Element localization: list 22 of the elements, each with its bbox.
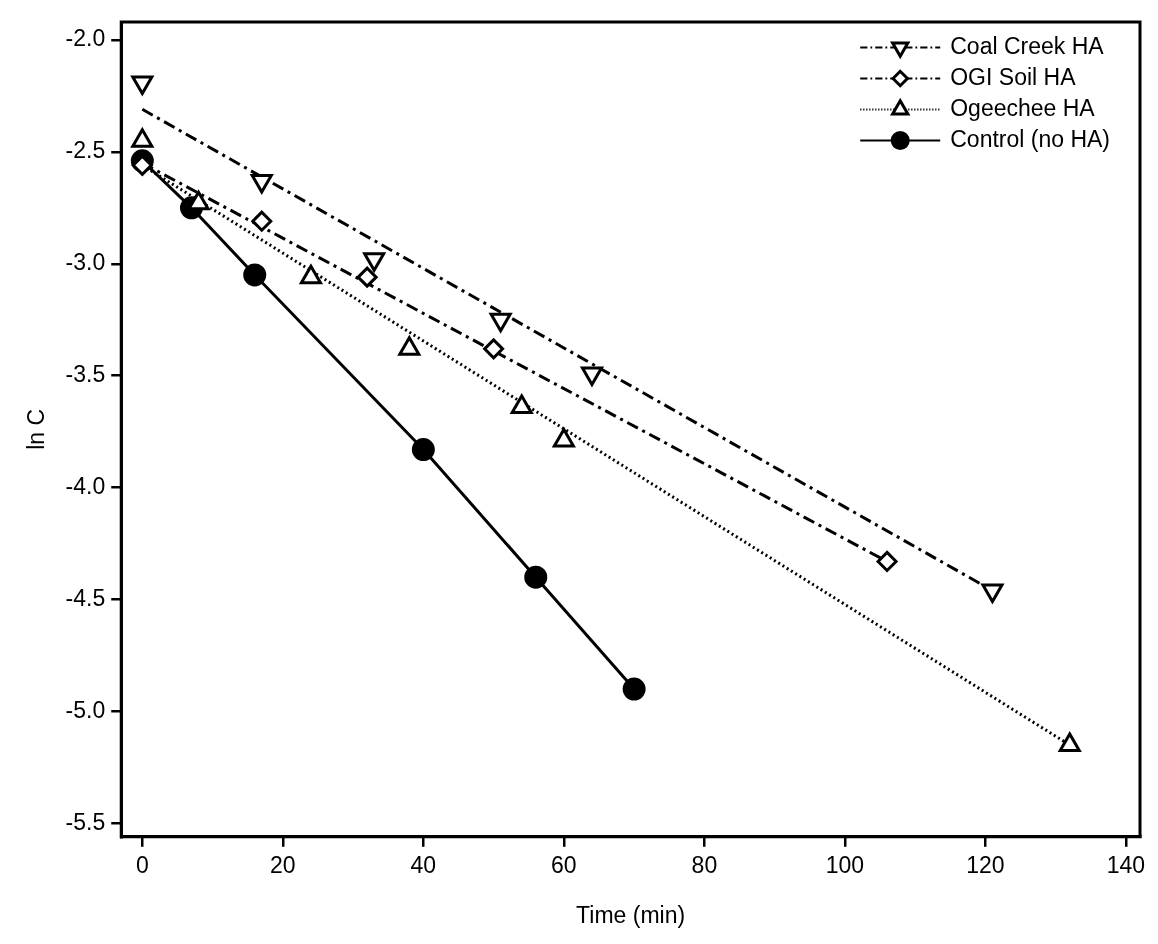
x-tick-label: 20 <box>270 851 296 878</box>
x-tick-label: 60 <box>551 851 577 878</box>
y-tick-label: -4.0 <box>65 472 106 499</box>
legend-label: OGI Soil HA <box>950 63 1077 90</box>
legend-label: Control (no HA) <box>950 125 1111 152</box>
y-tick-label: -5.0 <box>65 696 106 723</box>
x-tick-label: 80 <box>691 851 718 878</box>
y-axis-title: ln C <box>23 408 50 450</box>
x-axis-title: Time (min) <box>576 901 686 928</box>
x-tick-label: 40 <box>410 851 437 878</box>
y-tick-label: -4.5 <box>65 584 106 611</box>
x-tick-label: 100 <box>825 851 865 878</box>
y-tick-label: -3.0 <box>65 249 106 276</box>
y-tick-label: -5.5 <box>65 808 106 835</box>
x-tick-label: 140 <box>1106 851 1146 878</box>
x-tick-label: 120 <box>966 851 1005 878</box>
y-tick-label: -2.5 <box>65 137 106 164</box>
y-tick-label: -3.5 <box>65 361 106 388</box>
legend-label: Coal Creek HA <box>950 32 1105 59</box>
legend-label: Ogeechee HA <box>950 94 1096 121</box>
x-tick-label: 0 <box>135 851 149 878</box>
y-tick-label: -2.0 <box>65 25 106 52</box>
